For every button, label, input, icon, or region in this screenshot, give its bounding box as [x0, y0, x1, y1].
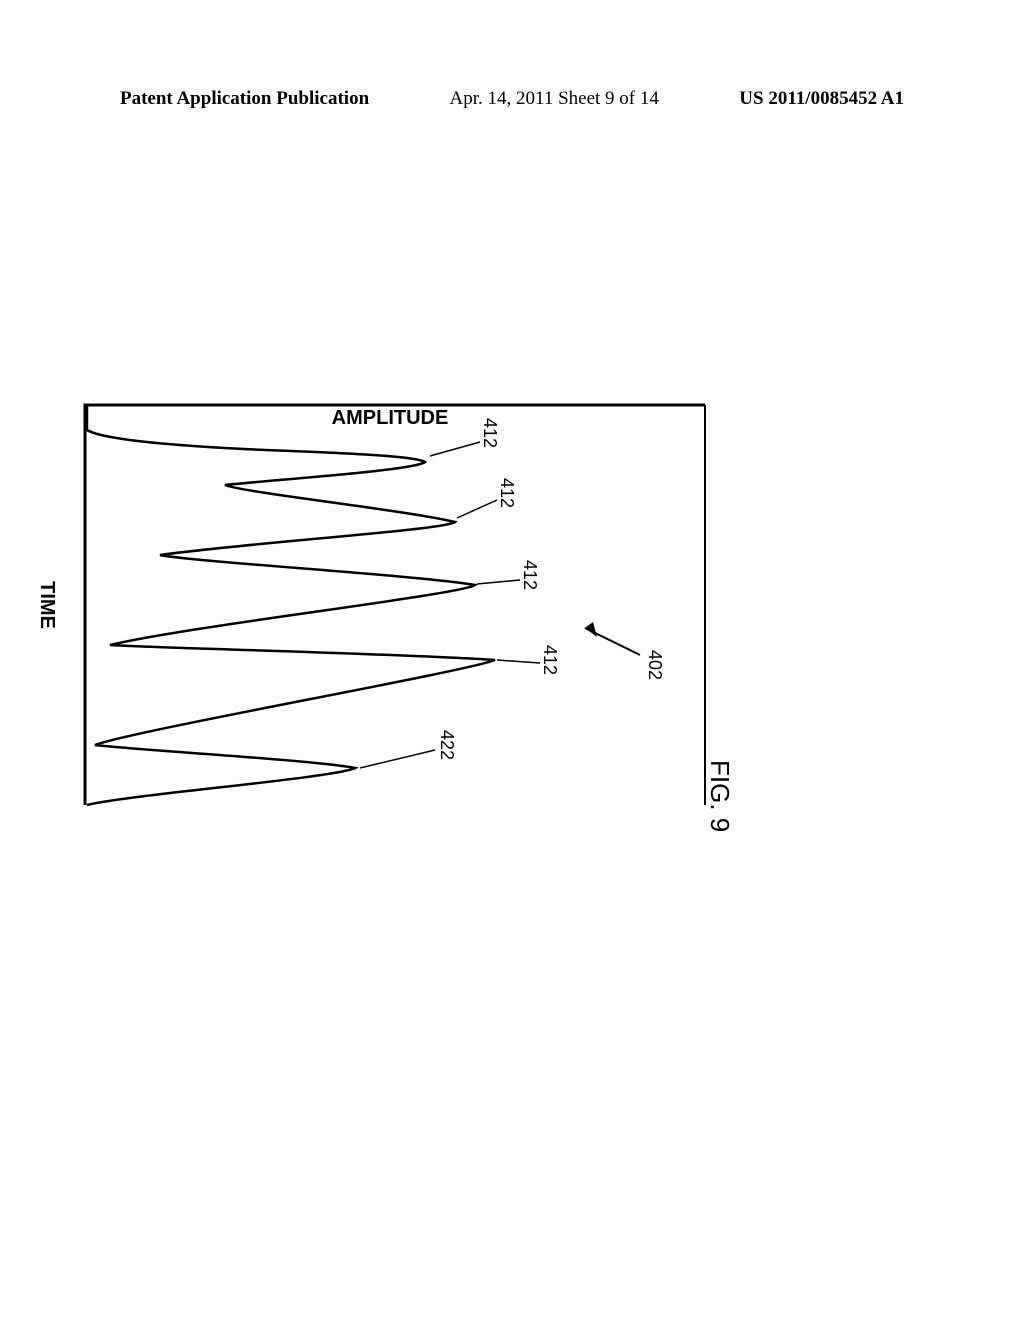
callout-412-2: 412: [496, 478, 517, 508]
amplitude-time-chart: [65, 390, 715, 820]
header-left: Patent Application Publication: [120, 88, 369, 110]
callout-412-3: 412: [519, 560, 540, 590]
x-axis-label: TIME: [35, 581, 58, 629]
header-right: US 2011/0085452 A1: [739, 88, 904, 110]
header-center: Apr. 14, 2011 Sheet 9 of 14: [450, 88, 659, 110]
figure-9: 402 412 412 412 412 422 AMPLITUDE TIME: [65, 390, 715, 820]
page-header: Patent Application Publication Apr. 14, …: [0, 88, 1024, 110]
callout-422: 422: [436, 730, 457, 760]
callout-402: 402: [644, 650, 665, 680]
callout-412-4: 412: [539, 645, 560, 675]
callout-412-1: 412: [479, 418, 500, 448]
y-axis-label: AMPLITUDE: [332, 407, 449, 430]
figure-label: FIG. 9: [704, 760, 735, 832]
